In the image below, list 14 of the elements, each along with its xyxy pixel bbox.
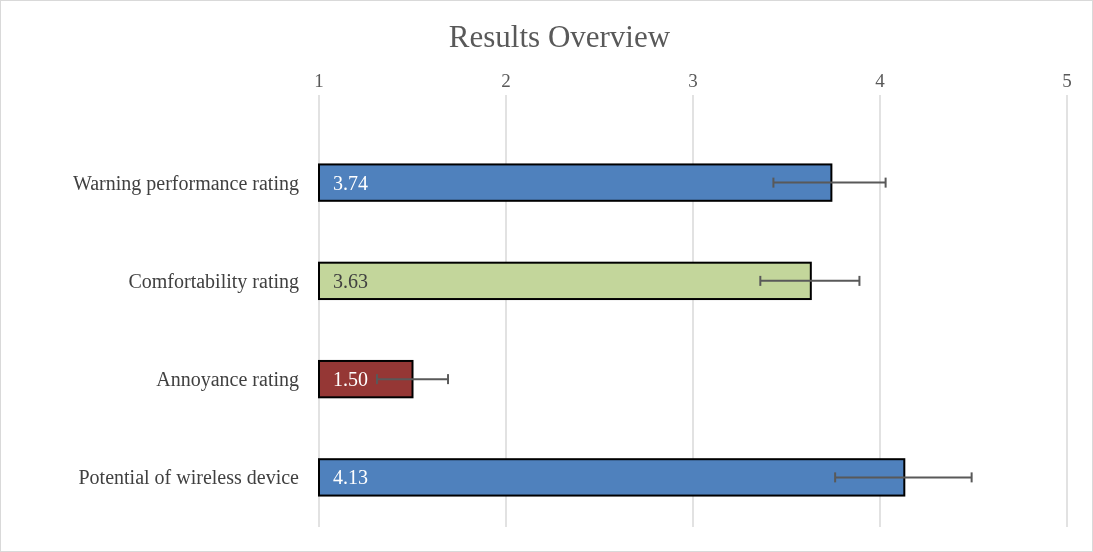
y-tick-label: Potential of wireless device bbox=[78, 466, 300, 489]
x-tick-label: 3 bbox=[688, 70, 698, 91]
x-tick-label: 5 bbox=[1062, 70, 1072, 91]
y-tick-label: Comfortability rating bbox=[128, 269, 299, 293]
data-label: 4.13 bbox=[333, 466, 368, 489]
data-label: 1.50 bbox=[333, 368, 368, 391]
data-label: 3.74 bbox=[333, 171, 368, 194]
x-tick-label: 4 bbox=[875, 70, 886, 91]
chart-title: Results Overview bbox=[448, 19, 671, 54]
x-tick-label: 1 bbox=[314, 70, 324, 91]
data-label: 3.63 bbox=[333, 269, 368, 292]
x-tick-label: 2 bbox=[501, 70, 511, 91]
y-tick-label: Annoyance rating bbox=[156, 368, 299, 392]
y-tick-label: Warning performance rating bbox=[72, 171, 299, 195]
